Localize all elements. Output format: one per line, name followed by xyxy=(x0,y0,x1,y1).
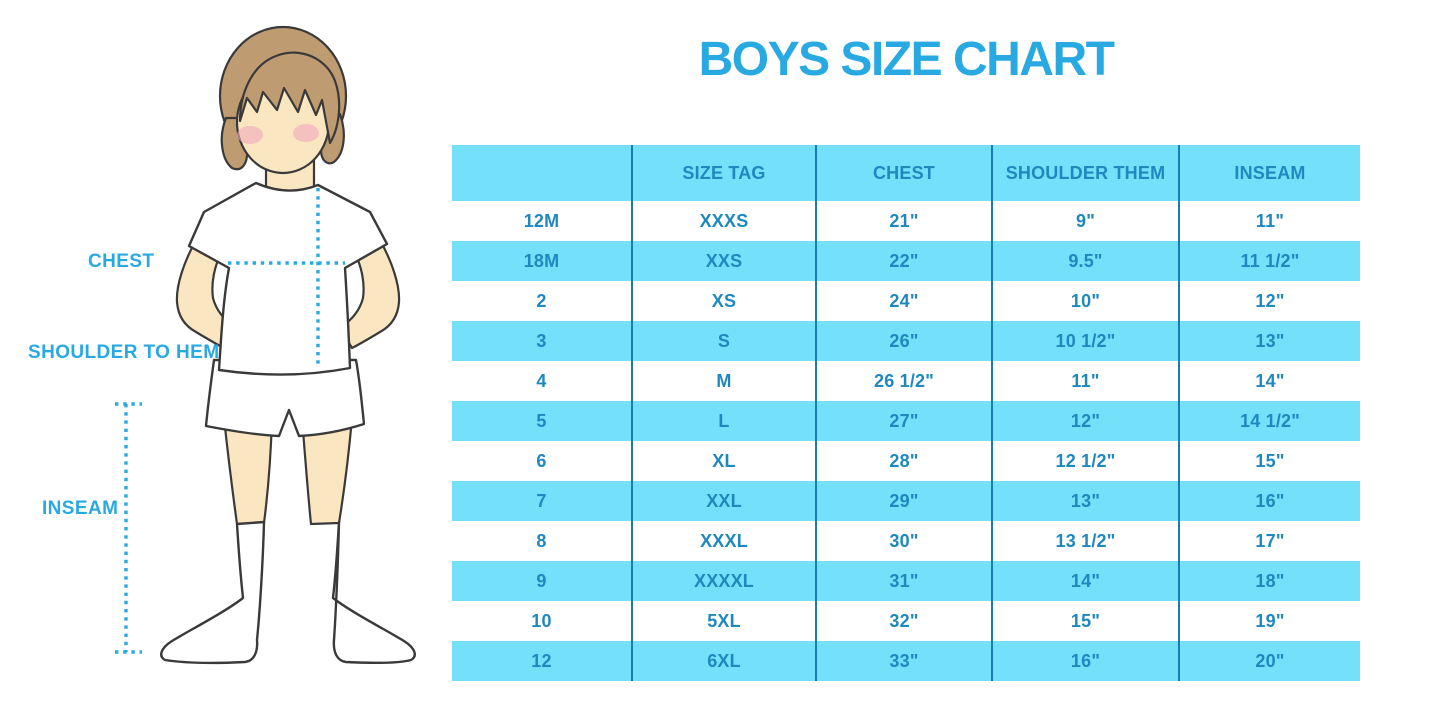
table-cell: 14 1/2" xyxy=(1240,410,1300,431)
table-cell: 6XL xyxy=(633,641,817,681)
table-cell: 12" xyxy=(993,401,1180,441)
table-cell: S xyxy=(633,321,817,361)
chest-label: CHEST xyxy=(88,251,155,272)
table-cell: 33" xyxy=(817,641,993,681)
table-cell: 15" xyxy=(1255,450,1285,471)
table-cell: 12 1/2" xyxy=(993,441,1180,481)
table-cell: 16" xyxy=(993,641,1180,681)
table-cell: 8 xyxy=(452,521,633,561)
header-cell-inseam: INSEAM xyxy=(1234,162,1306,183)
table-cell: 14" xyxy=(1255,370,1285,391)
table-cell: 19" xyxy=(1255,610,1285,631)
table-cell: 9" xyxy=(993,201,1180,241)
shoulder-to-hem-label: SHOULDER TO HEM xyxy=(28,342,220,363)
table-cell: 4 xyxy=(452,361,633,401)
table-cell: 27" xyxy=(817,401,993,441)
table-row: 6 XL 28" 12 1/2" 15" xyxy=(452,441,1360,481)
table-cell: 2 xyxy=(452,281,633,321)
boy-figure-illustration xyxy=(115,25,416,665)
blush-left-cheek xyxy=(237,126,263,144)
table-cell: 6 xyxy=(452,441,633,481)
table-cell: 26" xyxy=(817,321,993,361)
table-cell: 12" xyxy=(1255,290,1285,311)
table-cell: 10 xyxy=(452,601,633,641)
header-cell-chest: CHEST xyxy=(817,145,993,201)
table-cell: 17" xyxy=(1255,530,1285,551)
table-row: 2 XS 24" 10" 12" xyxy=(452,281,1360,321)
inseam-label: INSEAM xyxy=(42,498,119,519)
table-row: 12 6XL 33" 16" 20" xyxy=(452,641,1360,681)
page-title: BOYS SIZE CHART xyxy=(698,33,1115,86)
table-cell: 7 xyxy=(452,481,633,521)
header-cell-size-tag: SIZE TAG xyxy=(633,145,817,201)
table-cell: 18" xyxy=(1255,570,1285,591)
table-cell: 11" xyxy=(1255,210,1285,231)
right-sock xyxy=(331,520,416,665)
table-header-row: SIZE TAG CHEST SHOULDER THEM INSEAM xyxy=(452,145,1360,201)
blush-right-cheek xyxy=(293,124,319,142)
table-cell: XXL xyxy=(633,481,817,521)
table-cell: XXXXL xyxy=(633,561,817,601)
table-cell: 13" xyxy=(993,481,1180,521)
table-cell: 22" xyxy=(817,241,993,281)
table-row: 18M XXS 22" 9.5" 11 1/2" xyxy=(452,241,1360,281)
table-cell: XS xyxy=(633,281,817,321)
table-cell: 3 xyxy=(452,321,633,361)
table-row: 12M XXXS 21" 9" 11" xyxy=(452,201,1360,241)
table-cell: 14" xyxy=(993,561,1180,601)
table-row: 10 5XL 32" 15" 19" xyxy=(452,601,1360,641)
size-table: SIZE TAG CHEST SHOULDER THEM INSEAM 12M … xyxy=(452,145,1360,681)
table-cell: 21" xyxy=(817,201,993,241)
left-sock xyxy=(160,520,266,665)
table-row: 5 L 27" 12" 14 1/2" xyxy=(452,401,1360,441)
shorts xyxy=(204,358,366,438)
table-cell: 11 1/2" xyxy=(1240,250,1300,271)
table-cell: 10" xyxy=(993,281,1180,321)
hair-fringe xyxy=(238,51,341,145)
table-row: 7 XXL 29" 13" 16" xyxy=(452,481,1360,521)
table-cell: 29" xyxy=(817,481,993,521)
table-cell: XXS xyxy=(633,241,817,281)
table-cell: 5XL xyxy=(633,601,817,641)
table-cell: M xyxy=(633,361,817,401)
table-cell: 20" xyxy=(1255,650,1285,671)
table-cell: 32" xyxy=(817,601,993,641)
table-cell: 15" xyxy=(993,601,1180,641)
header-cell-shoulder: SHOULDER THEM xyxy=(993,145,1180,201)
table-cell: 13 1/2" xyxy=(993,521,1180,561)
table-cell: XXXL xyxy=(633,521,817,561)
table-cell: XXXS xyxy=(633,201,817,241)
table-row: 4 M 26 1/2" 11" 14" xyxy=(452,361,1360,401)
table-row: 3 S 26" 10 1/2" 13" xyxy=(452,321,1360,361)
table-cell: 9.5" xyxy=(993,241,1180,281)
table-cell: 10 1/2" xyxy=(993,321,1180,361)
left-arm xyxy=(175,238,238,350)
table-cell: 26 1/2" xyxy=(817,361,993,401)
header-cell-size xyxy=(452,145,633,201)
table-cell: 9 xyxy=(452,561,633,601)
t-shirt xyxy=(187,181,389,376)
table-cell: 5 xyxy=(452,401,633,441)
table-cell: L xyxy=(633,401,817,441)
table-row: 9 XXXXL 31" 14" 18" xyxy=(452,561,1360,601)
table-cell: 31" xyxy=(817,561,993,601)
table-cell: 18M xyxy=(452,241,633,281)
table-cell: 13" xyxy=(1255,330,1285,351)
table-row: 8 XXXL 30" 13 1/2" 17" xyxy=(452,521,1360,561)
table-cell: 16" xyxy=(1255,490,1285,511)
table-cell: 30" xyxy=(817,521,993,561)
table-cell: 24" xyxy=(817,281,993,321)
table-cell: 28" xyxy=(817,441,993,481)
table-cell: XL xyxy=(633,441,817,481)
table-cell: 11" xyxy=(993,361,1180,401)
table-cell: 12M xyxy=(452,201,633,241)
right-arm xyxy=(338,238,401,350)
table-cell: 12 xyxy=(452,641,633,681)
